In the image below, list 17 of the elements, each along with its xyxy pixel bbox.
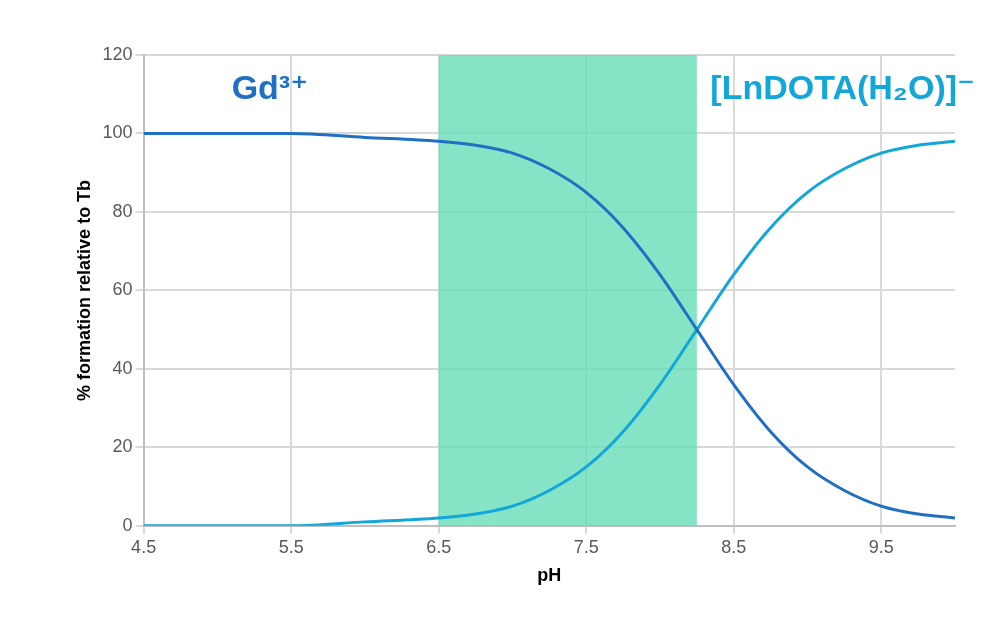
x-axis-title: pH [537, 565, 562, 586]
x-tick-label: 4.5 [131, 536, 157, 557]
x-tick-label: 7.5 [573, 536, 599, 557]
y-tick-label: 60 [112, 279, 133, 300]
series-label: [LnDOTA(H₂O)]⁻ [710, 68, 975, 106]
y-tick-label: 40 [112, 357, 133, 378]
y-tick-label: 80 [112, 200, 133, 221]
y-tick-label: 100 [102, 122, 133, 143]
y-axis-title: % formation relative to Tb [73, 179, 94, 401]
x-tick-label: 8.5 [721, 536, 747, 557]
y-tick-label: 120 [102, 43, 133, 64]
x-tick-label: 5.5 [278, 536, 304, 557]
x-tick-label: 6.5 [426, 536, 452, 557]
y-tick-label: 20 [112, 436, 133, 457]
y-tick-label: 0 [122, 514, 133, 535]
series-label: Gd³⁺ [231, 68, 309, 106]
x-tick-label: 9.5 [868, 536, 894, 557]
